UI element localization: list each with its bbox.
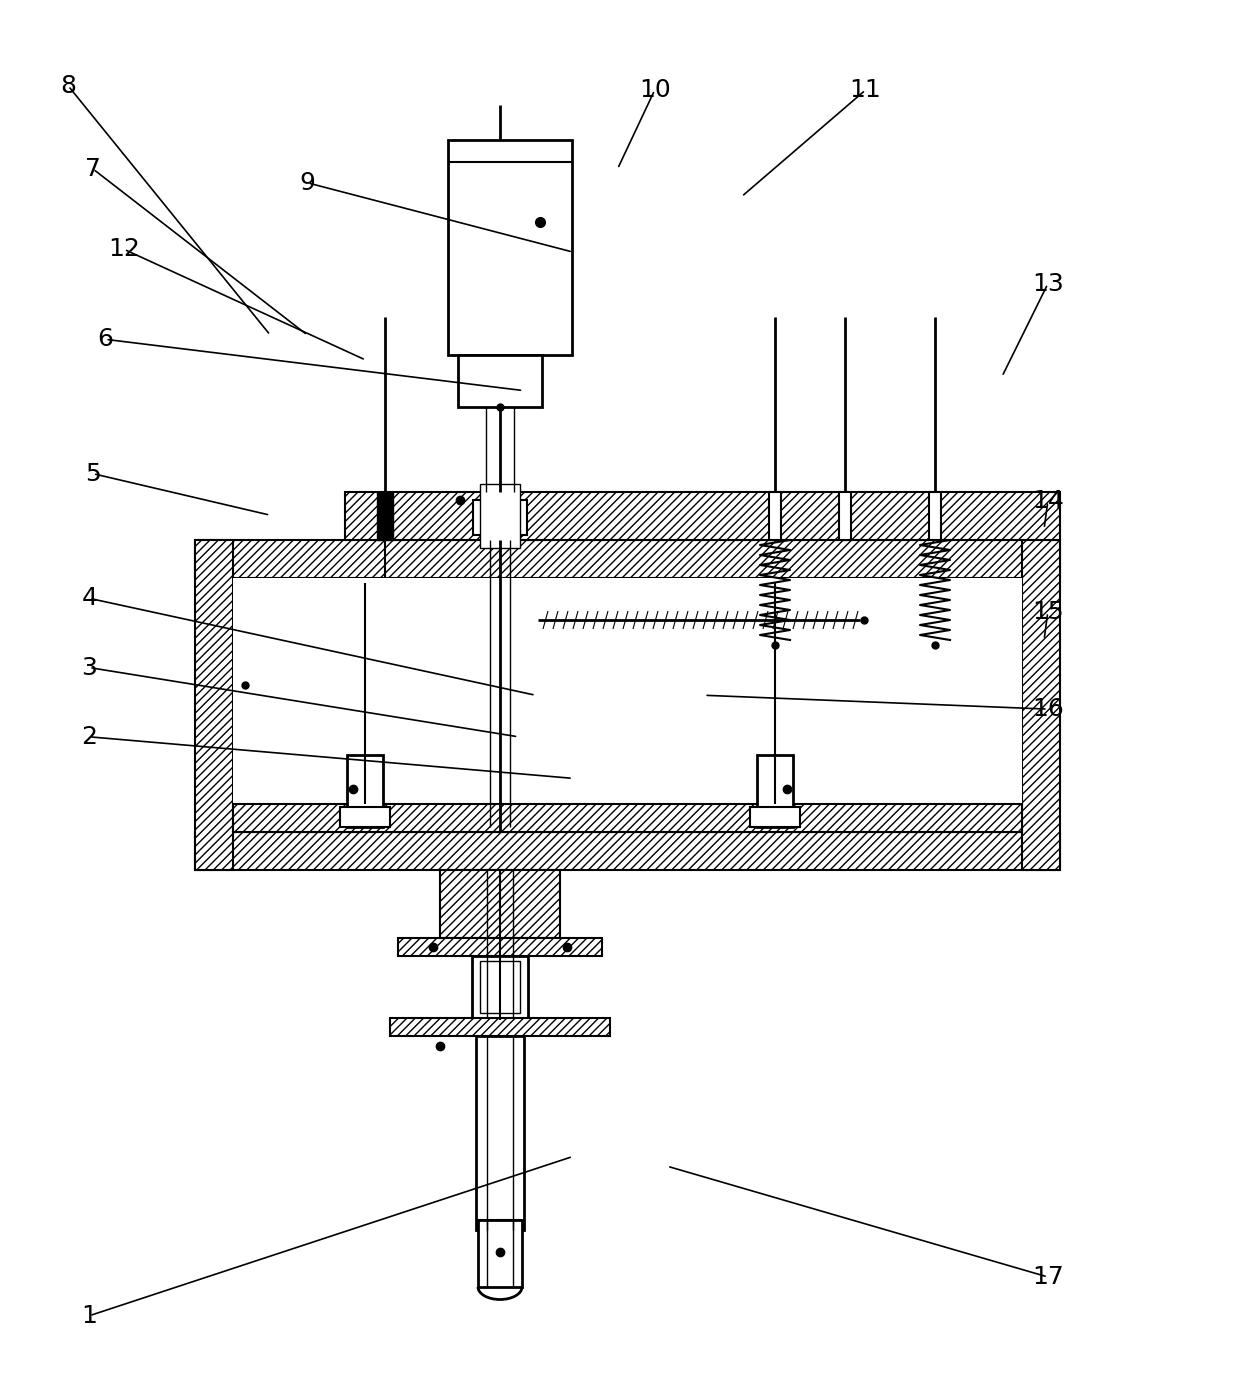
Bar	[195, 540, 1060, 578]
Text: 8: 8	[61, 73, 76, 98]
Bar	[195, 540, 233, 870]
Bar	[929, 492, 941, 540]
Bar	[458, 355, 542, 407]
Bar	[476, 1036, 525, 1230]
Bar	[480, 961, 520, 1012]
Text: 3: 3	[82, 655, 97, 680]
Bar	[750, 807, 800, 827]
Text: 2: 2	[82, 724, 97, 749]
Bar	[769, 492, 781, 540]
Bar	[477, 1220, 522, 1287]
Text: 1: 1	[82, 1303, 97, 1328]
Text: 7: 7	[86, 157, 100, 181]
Text: 9: 9	[300, 170, 315, 195]
Bar	[233, 578, 1022, 832]
Bar	[195, 832, 1060, 870]
Bar	[440, 870, 560, 938]
Text: 11: 11	[849, 78, 882, 102]
Text: 15: 15	[1032, 600, 1064, 625]
Text: 13: 13	[1032, 271, 1064, 296]
Bar	[377, 492, 393, 540]
Bar	[1022, 540, 1060, 870]
Bar	[448, 140, 572, 355]
Bar	[472, 956, 528, 1018]
Text: 6: 6	[98, 327, 113, 352]
Text: 5: 5	[86, 461, 100, 486]
Bar	[472, 500, 527, 535]
Bar	[398, 938, 601, 956]
Bar	[756, 755, 794, 827]
Text: 17: 17	[1032, 1265, 1064, 1289]
Bar	[345, 492, 1060, 540]
Bar	[480, 483, 520, 548]
Text: 14: 14	[1032, 489, 1064, 514]
Text: 16: 16	[1032, 697, 1064, 722]
Bar	[839, 492, 851, 540]
Text: 4: 4	[82, 586, 97, 611]
Bar	[482, 506, 518, 532]
Bar	[347, 755, 383, 827]
Bar	[391, 1018, 610, 1036]
Bar	[233, 805, 1022, 832]
Bar	[340, 807, 391, 827]
Text: 12: 12	[108, 237, 140, 262]
Text: 10: 10	[639, 78, 671, 102]
